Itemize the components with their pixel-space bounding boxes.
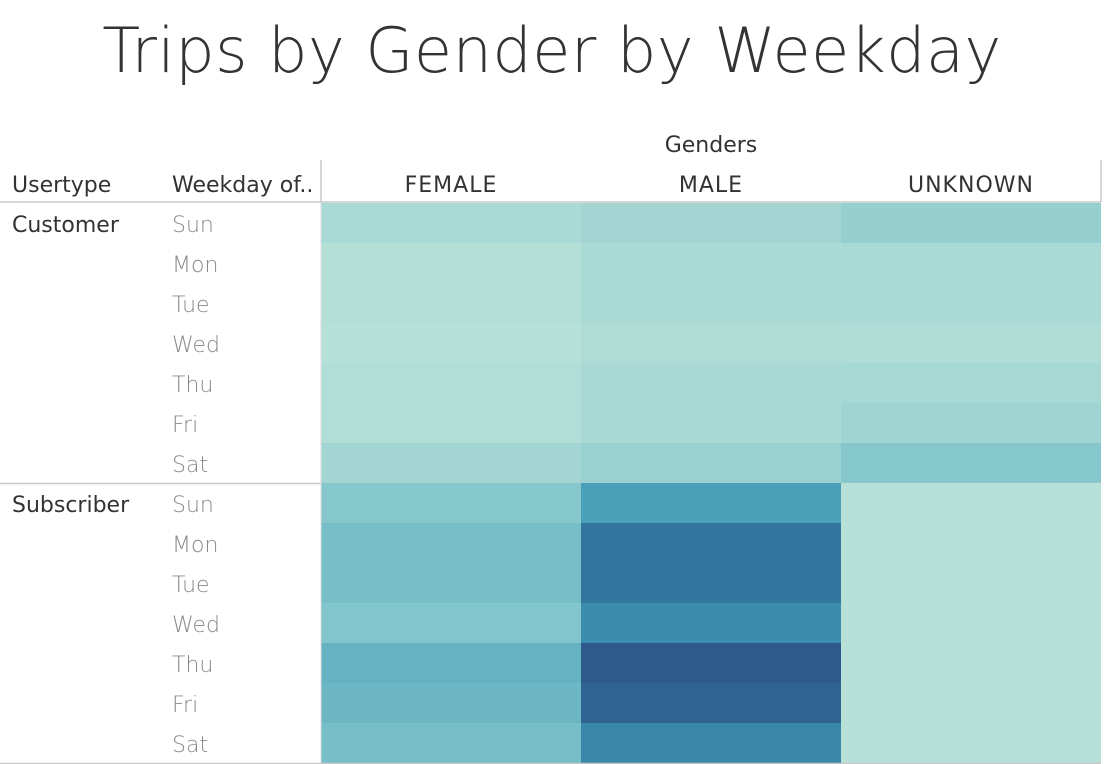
column-header-unknown: UNKNOWN bbox=[908, 173, 1034, 198]
row-header-weekday: Weekday of.. bbox=[172, 173, 313, 198]
cell-customer-fri-male bbox=[581, 403, 841, 443]
column-header-male: MALE bbox=[679, 173, 743, 198]
row-label-customer-mon: Mon bbox=[172, 253, 218, 278]
cell-customer-sun-female bbox=[321, 203, 581, 243]
row-label-customer-thu: Thu bbox=[172, 373, 213, 398]
cell-customer-thu-male bbox=[581, 363, 841, 403]
cell-subscriber-fri-female bbox=[321, 683, 581, 723]
row-label-subscriber-mon: Mon bbox=[172, 533, 218, 558]
cell-subscriber-wed-unknown bbox=[841, 603, 1101, 643]
group-label-customer: Customer bbox=[12, 213, 120, 238]
cell-subscriber-sun-male bbox=[581, 483, 841, 523]
cell-customer-sat-female bbox=[321, 443, 581, 483]
cell-subscriber-mon-unknown bbox=[841, 523, 1101, 563]
cell-subscriber-wed-male bbox=[581, 603, 841, 643]
cell-subscriber-tue-male bbox=[581, 563, 841, 603]
cell-subscriber-tue-female bbox=[321, 563, 581, 603]
cell-subscriber-thu-male bbox=[581, 643, 841, 683]
cell-customer-sat-male bbox=[581, 443, 841, 483]
cell-subscriber-sat-unknown bbox=[841, 723, 1101, 763]
cell-customer-sun-unknown bbox=[841, 203, 1101, 243]
row-label-subscriber-sun: Sun bbox=[172, 493, 214, 518]
cell-subscriber-sat-female bbox=[321, 723, 581, 763]
row-label-subscriber-wed: Wed bbox=[172, 613, 220, 638]
cell-customer-mon-male bbox=[581, 243, 841, 283]
cell-subscriber-thu-unknown bbox=[841, 643, 1101, 683]
cell-customer-wed-female bbox=[321, 323, 581, 363]
row-label-subscriber-sat: Sat bbox=[172, 733, 208, 758]
cell-customer-fri-female bbox=[321, 403, 581, 443]
cell-subscriber-wed-female bbox=[321, 603, 581, 643]
cell-subscriber-thu-female bbox=[321, 643, 581, 683]
row-label-subscriber-thu: Thu bbox=[172, 653, 213, 678]
column-header-female: FEMALE bbox=[405, 173, 498, 198]
cell-customer-thu-female bbox=[321, 363, 581, 403]
row-label-customer-wed: Wed bbox=[172, 333, 220, 358]
cell-subscriber-mon-male bbox=[581, 523, 841, 563]
chart-title: Trips by Gender by Weekday bbox=[102, 14, 1002, 87]
cell-subscriber-sat-male bbox=[581, 723, 841, 763]
cell-customer-thu-unknown bbox=[841, 363, 1101, 403]
row-label-customer-sat: Sat bbox=[172, 453, 208, 478]
column-group-label: Genders bbox=[665, 133, 758, 158]
row-header-usertype: Usertype bbox=[12, 173, 111, 198]
row-label-customer-sun: Sun bbox=[172, 213, 214, 238]
group-label-subscriber: Subscriber bbox=[12, 493, 130, 518]
cell-customer-tue-male bbox=[581, 283, 841, 323]
row-label-subscriber-tue: Tue bbox=[172, 573, 210, 598]
cell-subscriber-sun-female bbox=[321, 483, 581, 523]
cell-customer-tue-female bbox=[321, 283, 581, 323]
cell-customer-mon-unknown bbox=[841, 243, 1101, 283]
cell-customer-fri-unknown bbox=[841, 403, 1101, 443]
cell-customer-mon-female bbox=[321, 243, 581, 283]
cell-customer-sat-unknown bbox=[841, 443, 1101, 483]
row-label-subscriber-fri: Fri bbox=[172, 693, 198, 718]
cell-subscriber-mon-female bbox=[321, 523, 581, 563]
cell-customer-wed-male bbox=[581, 323, 841, 363]
cell-subscriber-fri-unknown bbox=[841, 683, 1101, 723]
cell-subscriber-tue-unknown bbox=[841, 563, 1101, 603]
cell-customer-sun-male bbox=[581, 203, 841, 243]
cell-customer-wed-unknown bbox=[841, 323, 1101, 363]
cell-subscriber-sun-unknown bbox=[841, 483, 1101, 523]
row-label-customer-fri: Fri bbox=[172, 413, 198, 438]
row-label-customer-tue: Tue bbox=[172, 293, 210, 318]
cell-customer-tue-unknown bbox=[841, 283, 1101, 323]
cell-subscriber-fri-male bbox=[581, 683, 841, 723]
